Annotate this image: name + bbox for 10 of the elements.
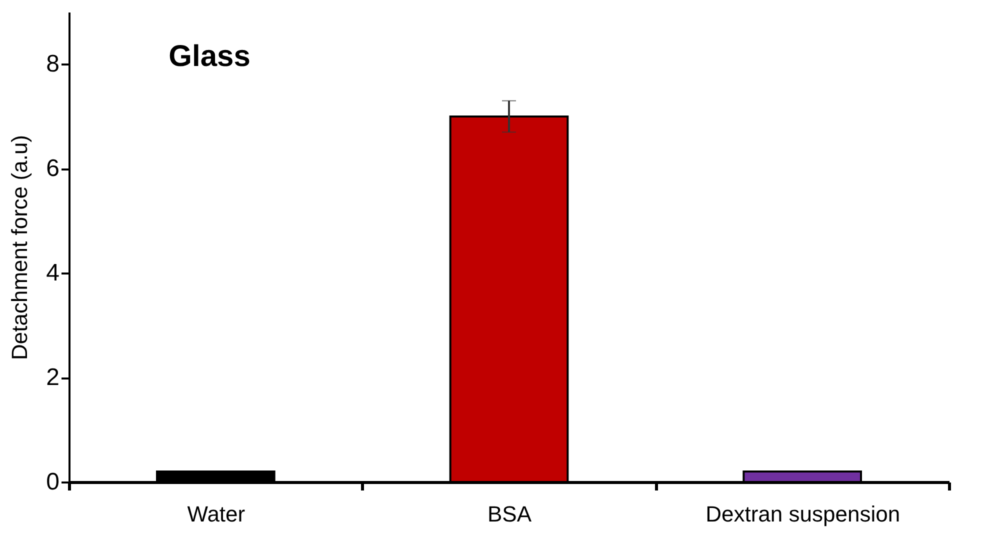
x-tick-label: Water [187, 502, 246, 526]
x-tick-label: Dextran suspension [706, 502, 900, 526]
y-tick-label: 0 [46, 468, 60, 496]
y-tick-label: 2 [46, 364, 60, 392]
y-tick-label: 4 [46, 260, 60, 287]
x-tick-label: BSA [487, 502, 532, 526]
text: Glass [168, 40, 250, 73]
y-tick-label: 8 [46, 50, 60, 78]
y-tick-label: 6 [46, 155, 60, 182]
y-axis-title: Detachment force (a.u) [7, 135, 32, 360]
